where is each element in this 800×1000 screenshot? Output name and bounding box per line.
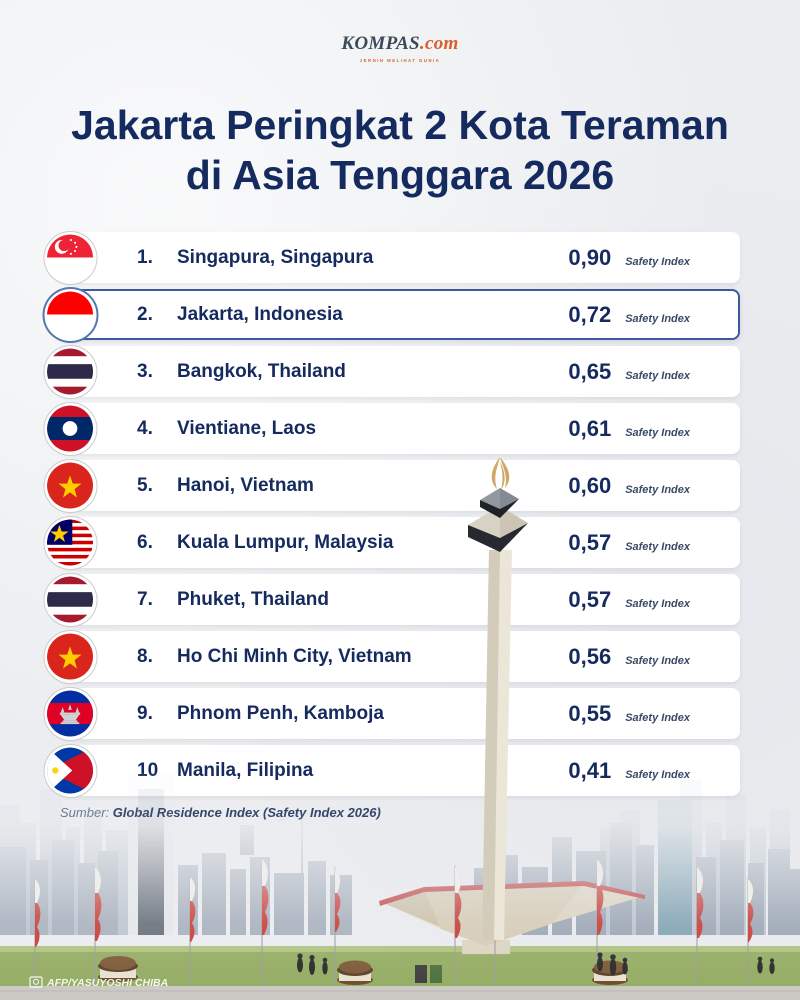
svg-text:AFP/YASUYOSHI CHIBA: AFP/YASUYOSHI CHIBA	[46, 977, 168, 989]
